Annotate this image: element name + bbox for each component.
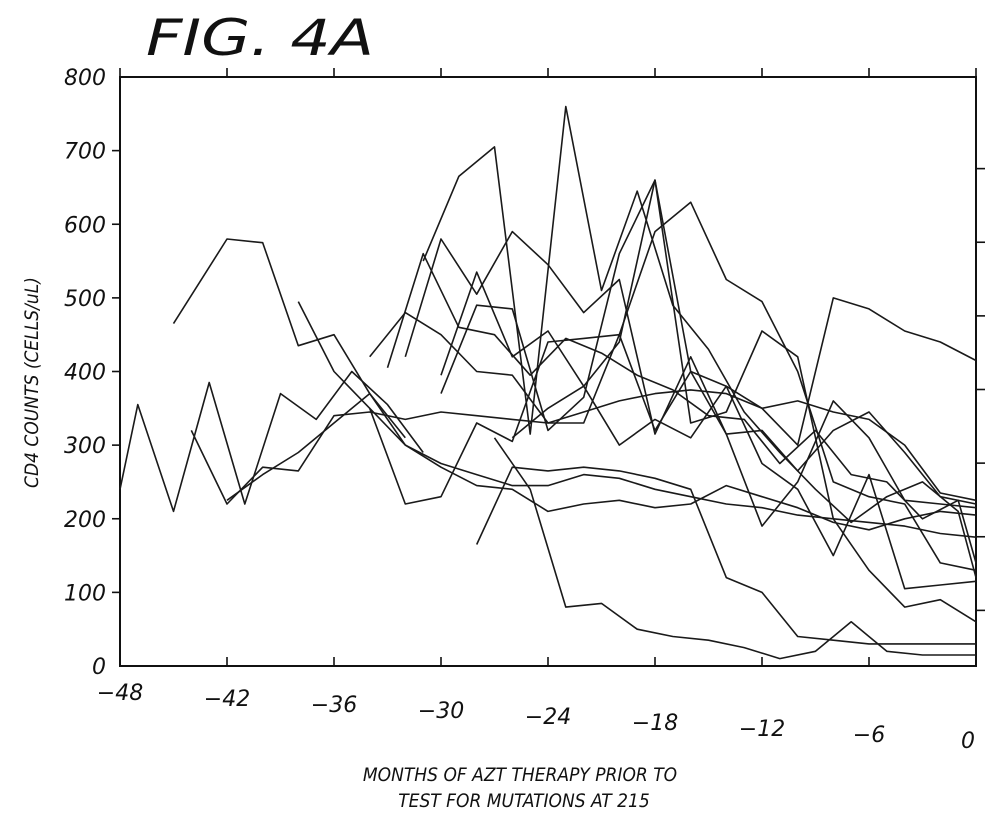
series-line-1: [119, 370, 424, 513]
series-line-2: [172, 238, 406, 439]
series-line-13: [493, 437, 976, 660]
series-layer: [119, 105, 977, 660]
y-tick-label: 600: [64, 213, 106, 238]
series-line-6: [369, 407, 977, 531]
y-tick-label: 0: [92, 655, 106, 680]
x-axis-label-line-1: MONTHS OF AZT THERAPY PRIOR TO: [363, 764, 677, 786]
y-tick-label: 300: [64, 434, 106, 459]
y-tick-label: 700: [64, 140, 106, 165]
series-line-10: [404, 230, 977, 527]
x-axis-ticks: −48 −42 −36 −30 −24 −18 −12 −6 0: [97, 68, 977, 754]
x-tick-label: −18: [632, 711, 678, 736]
figure-title: FIG. 4A: [146, 9, 374, 67]
x-tick-label: −48: [97, 681, 143, 706]
series-line-7: [369, 201, 977, 572]
series-line-8: [386, 252, 977, 564]
x-axis-label-line-2: TEST FOR MUTATIONS AT 215: [398, 790, 650, 812]
series-line-11: [440, 179, 977, 446]
plot-frame: [119, 76, 977, 667]
series-line-4: [226, 392, 977, 538]
series-line-12: [440, 179, 977, 623]
y-tick-label: 100: [64, 581, 106, 606]
y-axis-label: CD4 COUNTS (CELLS/uL): [21, 277, 43, 488]
y-tick-label: 400: [64, 361, 106, 386]
x-tick-label: −30: [418, 699, 464, 724]
x-tick-label: 0: [961, 729, 975, 754]
series-line-14: [475, 466, 976, 645]
y-tick-label: 500: [64, 287, 106, 312]
series-line-15: [511, 385, 977, 590]
x-tick-label: −6: [853, 723, 885, 748]
x-tick-label: −36: [311, 693, 357, 718]
y-tick-label: 200: [64, 508, 106, 533]
series-line-3: [190, 389, 977, 505]
x-tick-label: −24: [525, 705, 571, 730]
series-line-9: [422, 105, 977, 578]
x-tick-label: −42: [204, 687, 250, 712]
y-tick-label: 800: [64, 66, 106, 91]
x-tick-label: −12: [739, 717, 785, 742]
series-line-5: [297, 301, 977, 505]
y-axis-ticks: 0 100 200 300 400 500 600 700 800: [64, 66, 985, 680]
